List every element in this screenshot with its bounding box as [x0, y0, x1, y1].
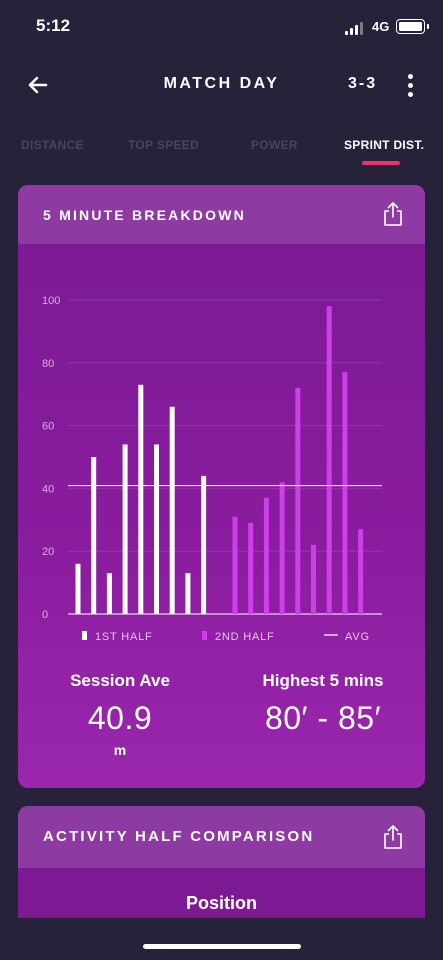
bar-2nd-half: [279, 482, 285, 614]
bar-2nd-half: [232, 516, 238, 614]
breakdown-card-title: 5 MINUTE BREAKDOWN: [43, 207, 246, 223]
session-ave-unit: m: [113, 742, 127, 758]
share-icon[interactable]: [382, 824, 404, 850]
bar-1st-half: [169, 406, 175, 614]
half-comparison-header: ACTIVITY HALF COMPARISON: [18, 806, 425, 868]
bar-2nd-half: [263, 497, 269, 614]
share-icon[interactable]: [382, 201, 404, 227]
bar-2nd-half: [358, 529, 364, 614]
highest-5-mins-label: Highest 5 mins: [262, 671, 384, 690]
bar-1st-half: [138, 384, 144, 614]
bar-1st-half: [122, 444, 128, 614]
bar-2nd-half: [342, 372, 348, 614]
legend-avg-label: AVG: [345, 631, 370, 643]
highest-5-mins-value: 80′ - 85′: [264, 700, 382, 736]
legend-2nd-half-marker: [202, 631, 207, 640]
tab-sprint-dist[interactable]: SPRINT DIST.: [344, 138, 425, 152]
match-score: 3-3: [348, 75, 378, 92]
battery-icon: [396, 19, 429, 34]
legend-1st-half-label: 1ST HALF: [95, 631, 153, 643]
position-label: Position: [186, 893, 257, 913]
tab-power[interactable]: POWER: [251, 138, 298, 152]
y-tick-label: 20: [42, 546, 54, 558]
signal-icon: [345, 21, 367, 35]
session-ave-value: 40.9: [87, 700, 153, 736]
active-tab-indicator: [362, 161, 400, 165]
bottom-bar: [0, 918, 443, 960]
network-label: 4G: [372, 19, 390, 34]
y-tick-label: 60: [42, 421, 54, 433]
status-time: 5:12: [36, 16, 71, 35]
session-ave-label: Session Ave: [70, 671, 170, 690]
y-tick-label: 100: [42, 295, 60, 307]
bar-1st-half: [154, 444, 159, 614]
metric-tabs: DISTANCE TOP SPEED POWER SPRINT DIST.: [0, 132, 443, 172]
bar-2nd-half: [248, 522, 254, 614]
legend-2nd-half-label: 2ND HALF: [215, 631, 275, 643]
bar-1st-half: [106, 573, 112, 614]
page-title: MATCH DAY: [163, 75, 280, 92]
bar-1st-half: [185, 573, 191, 614]
back-button[interactable]: [24, 72, 54, 98]
breakdown-card-header: 5 MINUTE BREAKDOWN: [18, 185, 425, 244]
y-tick-label: 40: [42, 483, 54, 495]
breakdown-chart: 0 20 40 60 80 100 1ST HALF 2ND HALF AVG: [42, 295, 382, 643]
tab-distance[interactable]: DISTANCE: [21, 138, 84, 152]
y-tick-label: 0: [42, 609, 48, 621]
half-comparison-title: ACTIVITY HALF COMPARISON: [43, 828, 315, 845]
bar-1st-half: [91, 457, 97, 614]
y-tick-label: 80: [42, 358, 54, 370]
status-bar: 5:12 4G: [0, 0, 443, 54]
tab-top-speed[interactable]: TOP SPEED: [128, 138, 199, 152]
legend-1st-half-marker: [82, 631, 87, 640]
app-header: MATCH DAY 3-3: [0, 60, 443, 110]
bar-1st-half: [201, 475, 207, 614]
bar-2nd-half: [326, 306, 332, 614]
arrow-left-icon: [28, 76, 48, 94]
bar-1st-half: [75, 563, 81, 614]
home-indicator: [143, 944, 301, 949]
breakdown-card: 5 MINUTE BREAKDOWN 0 20 40 60 80 100 1ST HALF 2…: [18, 185, 425, 788]
more-options-button[interactable]: [404, 72, 418, 100]
bar-2nd-half: [295, 387, 301, 614]
bar-2nd-half: [311, 544, 316, 614]
